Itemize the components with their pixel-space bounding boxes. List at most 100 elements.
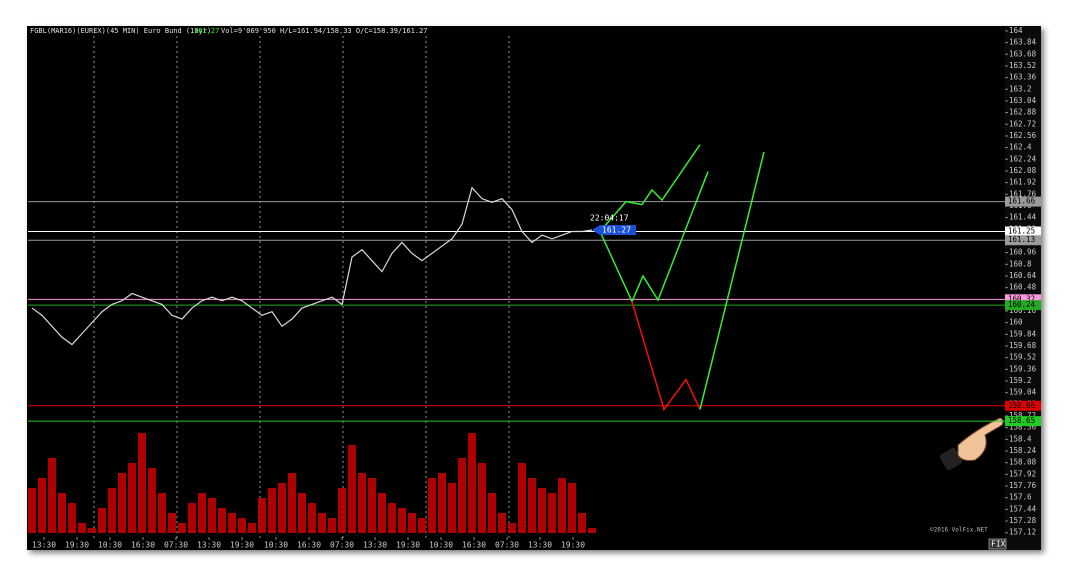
y-tick-label: 161.76: [1009, 189, 1037, 198]
y-tick-label: 160.16: [1009, 306, 1037, 315]
x-tick-label: 07:30: [164, 541, 188, 550]
x-tick-label: 10:30: [264, 541, 288, 550]
y-tick-label: 163.52: [1009, 61, 1036, 70]
level-label-box: [1005, 196, 1041, 207]
y-tick-label: 162.4: [1009, 143, 1032, 152]
volume-bar: [488, 493, 496, 533]
y-tick-label: 157.28: [1009, 516, 1037, 525]
y-tick-label: 162.72: [1009, 119, 1036, 128]
y-tick-label: 160.96: [1009, 248, 1037, 257]
fix-button[interactable]: [988, 538, 1007, 550]
volume-bar: [178, 523, 186, 533]
volume-bar: [378, 493, 386, 533]
level-label-box: [1005, 294, 1041, 305]
x-tick-label: 13:30: [197, 541, 221, 550]
x-tick-label: 16:30: [131, 541, 155, 550]
volume-bar: [118, 473, 126, 533]
volume-bar: [168, 513, 176, 533]
volume-bar: [418, 518, 426, 533]
volume-bar: [498, 513, 506, 533]
header-stats: Vol=9'069'950 H/L=161.94/158.33 O/C=158.…: [221, 27, 428, 35]
fix-button-label[interactable]: FIX: [991, 540, 1006, 549]
y-tick-label: 159.52: [1009, 353, 1036, 362]
y-tick-label: 157.76: [1009, 481, 1037, 490]
volume-bar: [258, 498, 266, 533]
y-tick-label: 160.8: [1009, 259, 1032, 268]
volume-bar: [218, 508, 226, 533]
volume-bar: [278, 483, 286, 533]
price-line: [31, 186, 593, 346]
volume-bar: [58, 493, 66, 533]
volume-bar: [88, 528, 96, 533]
level-label: 161.25: [1008, 226, 1035, 235]
hand-icon: [939, 417, 1004, 471]
volume-bar: [428, 478, 436, 533]
x-tick-label: 13:30: [528, 541, 552, 550]
y-tick-label: 163.04: [1009, 96, 1037, 105]
y-tick-label: 158.4: [1009, 434, 1032, 443]
current-price-label: 161.27: [602, 226, 631, 235]
y-tick-label: 162.08: [1009, 166, 1037, 175]
volume-bar: [188, 503, 196, 533]
x-tick-label: 13:30: [32, 541, 56, 550]
y-tick-label: 158.72: [1009, 411, 1036, 420]
volume-bar: [328, 518, 336, 533]
volume-bar: [228, 513, 236, 533]
volume-bar: [558, 478, 566, 533]
volume-bar: [548, 493, 556, 533]
volume-bar: [308, 503, 316, 533]
volume-bar: [318, 513, 326, 533]
volume-bar: [48, 458, 56, 533]
level-label: 161.66: [1008, 197, 1036, 206]
level-label-box: [1005, 235, 1041, 246]
y-tick-label: 163.2: [1009, 84, 1032, 93]
volume-bar: [388, 503, 396, 533]
x-tick-label: 10:30: [429, 541, 453, 550]
y-tick-label: 158.24: [1009, 446, 1037, 455]
level-label: 158.86: [1008, 401, 1036, 410]
volume-bar: [478, 463, 486, 533]
projection-line: [699, 151, 765, 410]
volume-bar: [158, 493, 166, 533]
volume-bar: [338, 488, 346, 533]
x-tick-label: 07:30: [495, 541, 519, 550]
projection-line: [599, 144, 701, 232]
level-label: 160.24: [1008, 300, 1036, 309]
y-tick-label: 162.56: [1009, 131, 1037, 140]
header-last: 161.27: [194, 27, 219, 35]
volume-bar: [98, 508, 106, 533]
volume-bar: [68, 503, 76, 533]
y-tick-label: 159.68: [1009, 341, 1037, 350]
volume-bar: [408, 513, 416, 533]
y-tick-label: 163.68: [1009, 49, 1037, 58]
projection-line: [599, 171, 709, 304]
level-label-box: [1005, 416, 1041, 427]
y-tick-label: 158.08: [1009, 458, 1037, 467]
x-tick-label: 16:30: [462, 541, 486, 550]
volume-bar: [248, 523, 256, 533]
y-tick-label: 162.24: [1009, 154, 1037, 163]
level-label: 158.65: [1008, 416, 1035, 425]
price-axis: [1005, 26, 1041, 550]
volume-bar: [458, 458, 466, 533]
volume-bar: [298, 493, 306, 533]
level-label-box: [1005, 400, 1041, 411]
chart-frame: [27, 26, 1041, 550]
y-tick-label: 160: [1009, 318, 1023, 327]
x-tick-label: 16:30: [297, 541, 321, 550]
level-label-box: [1005, 300, 1041, 311]
volume-bar: [368, 478, 376, 533]
y-tick-label: 159.36: [1009, 364, 1037, 373]
current-price-box: [592, 225, 636, 236]
volume-bar: [508, 523, 516, 533]
y-tick-label: 161.44: [1009, 213, 1037, 222]
y-tick-label: 157.12: [1009, 528, 1036, 537]
y-tick-label: 164: [1009, 26, 1023, 35]
y-tick-label: 157.6: [1009, 493, 1032, 502]
y-tick-label: 157.44: [1009, 504, 1037, 513]
volume-bar: [288, 473, 296, 533]
volume-bar: [128, 463, 136, 533]
level-label: 160.32: [1008, 294, 1035, 303]
